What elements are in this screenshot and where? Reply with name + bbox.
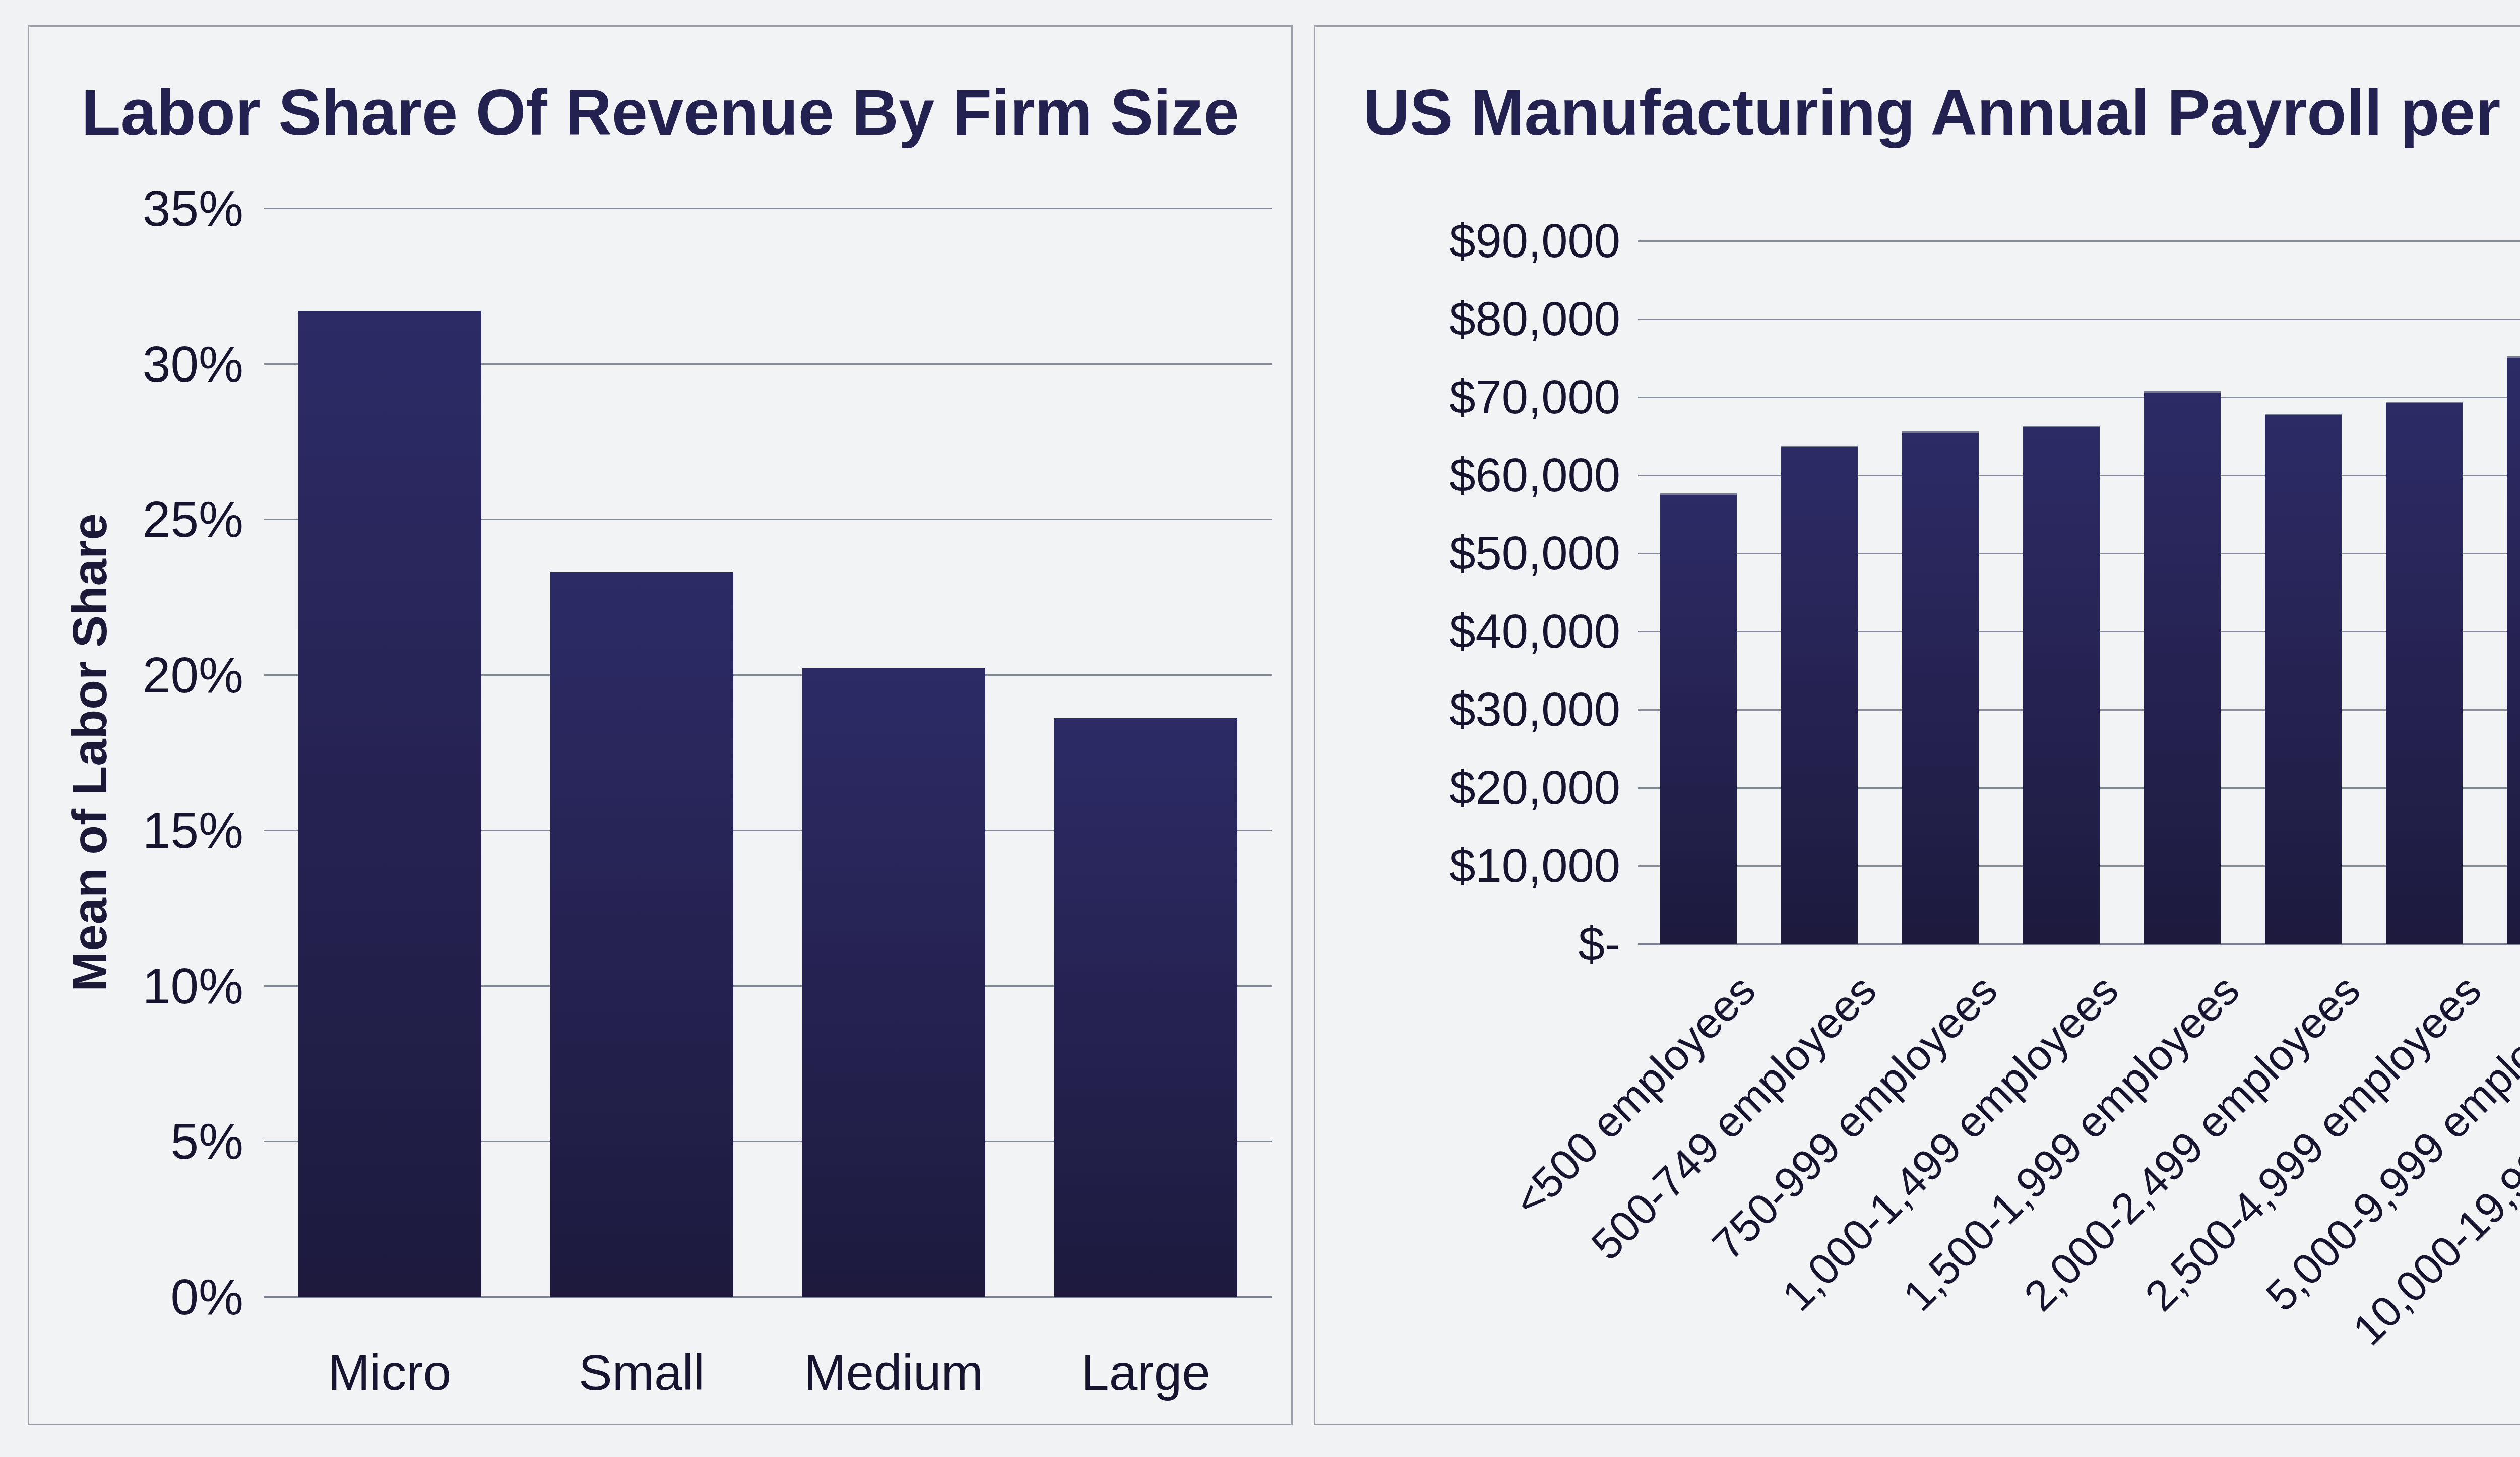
right-bar-8: [2507, 356, 2520, 944]
right-y-tick-label: $10,000: [1404, 837, 1620, 895]
right-gridline-2: [1638, 397, 2520, 398]
right-y-tick-label: $60,000: [1404, 447, 1620, 504]
right-chart-title: US Manufacturing Annual Payroll per Empl…: [1315, 75, 2520, 149]
left-y-tick-label: 30%: [77, 334, 243, 394]
left-y-tick-label: 35%: [77, 178, 243, 238]
left-x-tick-label: Small: [516, 1342, 768, 1403]
right-bar-1: [1660, 493, 1737, 944]
right-y-tick-label: $70,000: [1404, 368, 1620, 426]
right-bar-7: [2386, 402, 2463, 944]
right-bar-3: [1902, 431, 1979, 944]
left-chart-plot-area: [264, 208, 1272, 1297]
left-x-tick-label: Micro: [264, 1342, 516, 1403]
right-y-tick-label: $80,000: [1404, 290, 1620, 348]
left-x-tick-label: Large: [1020, 1342, 1272, 1403]
left-x-tick-label: Medium: [768, 1342, 1020, 1403]
right-bar-6: [2265, 414, 2342, 944]
left-y-tick-label: 0%: [77, 1266, 243, 1327]
left-chart-title: Labor Share Of Revenue By Firm Size: [29, 75, 1291, 149]
right-y-tick-label: $-: [1404, 915, 1620, 973]
left-bar-small: [550, 572, 733, 1297]
right-bar-4: [2023, 426, 2100, 944]
payroll-chart-panel: US Manufacturing Annual Payroll per Empl…: [1314, 25, 2520, 1425]
right-y-tick-label: $30,000: [1404, 681, 1620, 738]
labor-share-chart-panel: Labor Share Of Revenue By Firm Size Mean…: [28, 25, 1293, 1425]
right-y-tick-label: $90,000: [1404, 212, 1620, 270]
left-bar-medium: [802, 668, 985, 1297]
left-chart-y-axis-title: Mean of Labor Share: [59, 299, 120, 1206]
right-bar-2: [1781, 446, 1858, 944]
left-y-tick-label: 15%: [77, 800, 243, 860]
right-chart-plot-area: [1638, 241, 2520, 944]
left-bar-large: [1054, 718, 1237, 1297]
right-bar-5: [2144, 391, 2221, 944]
left-y-tick-label: 5%: [77, 1111, 243, 1171]
right-gridline-0: [1638, 240, 2520, 242]
left-bar-micro: [298, 311, 481, 1297]
right-y-tick-label: $50,000: [1404, 525, 1620, 582]
right-gridline-1: [1638, 319, 2520, 320]
left-y-tick-label: 20%: [77, 645, 243, 705]
left-gridline-35: [264, 208, 1272, 209]
left-y-tick-label: 10%: [77, 956, 243, 1016]
right-y-tick-label: $40,000: [1404, 603, 1620, 660]
right-y-tick-label: $20,000: [1404, 759, 1620, 816]
left-y-tick-label: 25%: [77, 489, 243, 549]
